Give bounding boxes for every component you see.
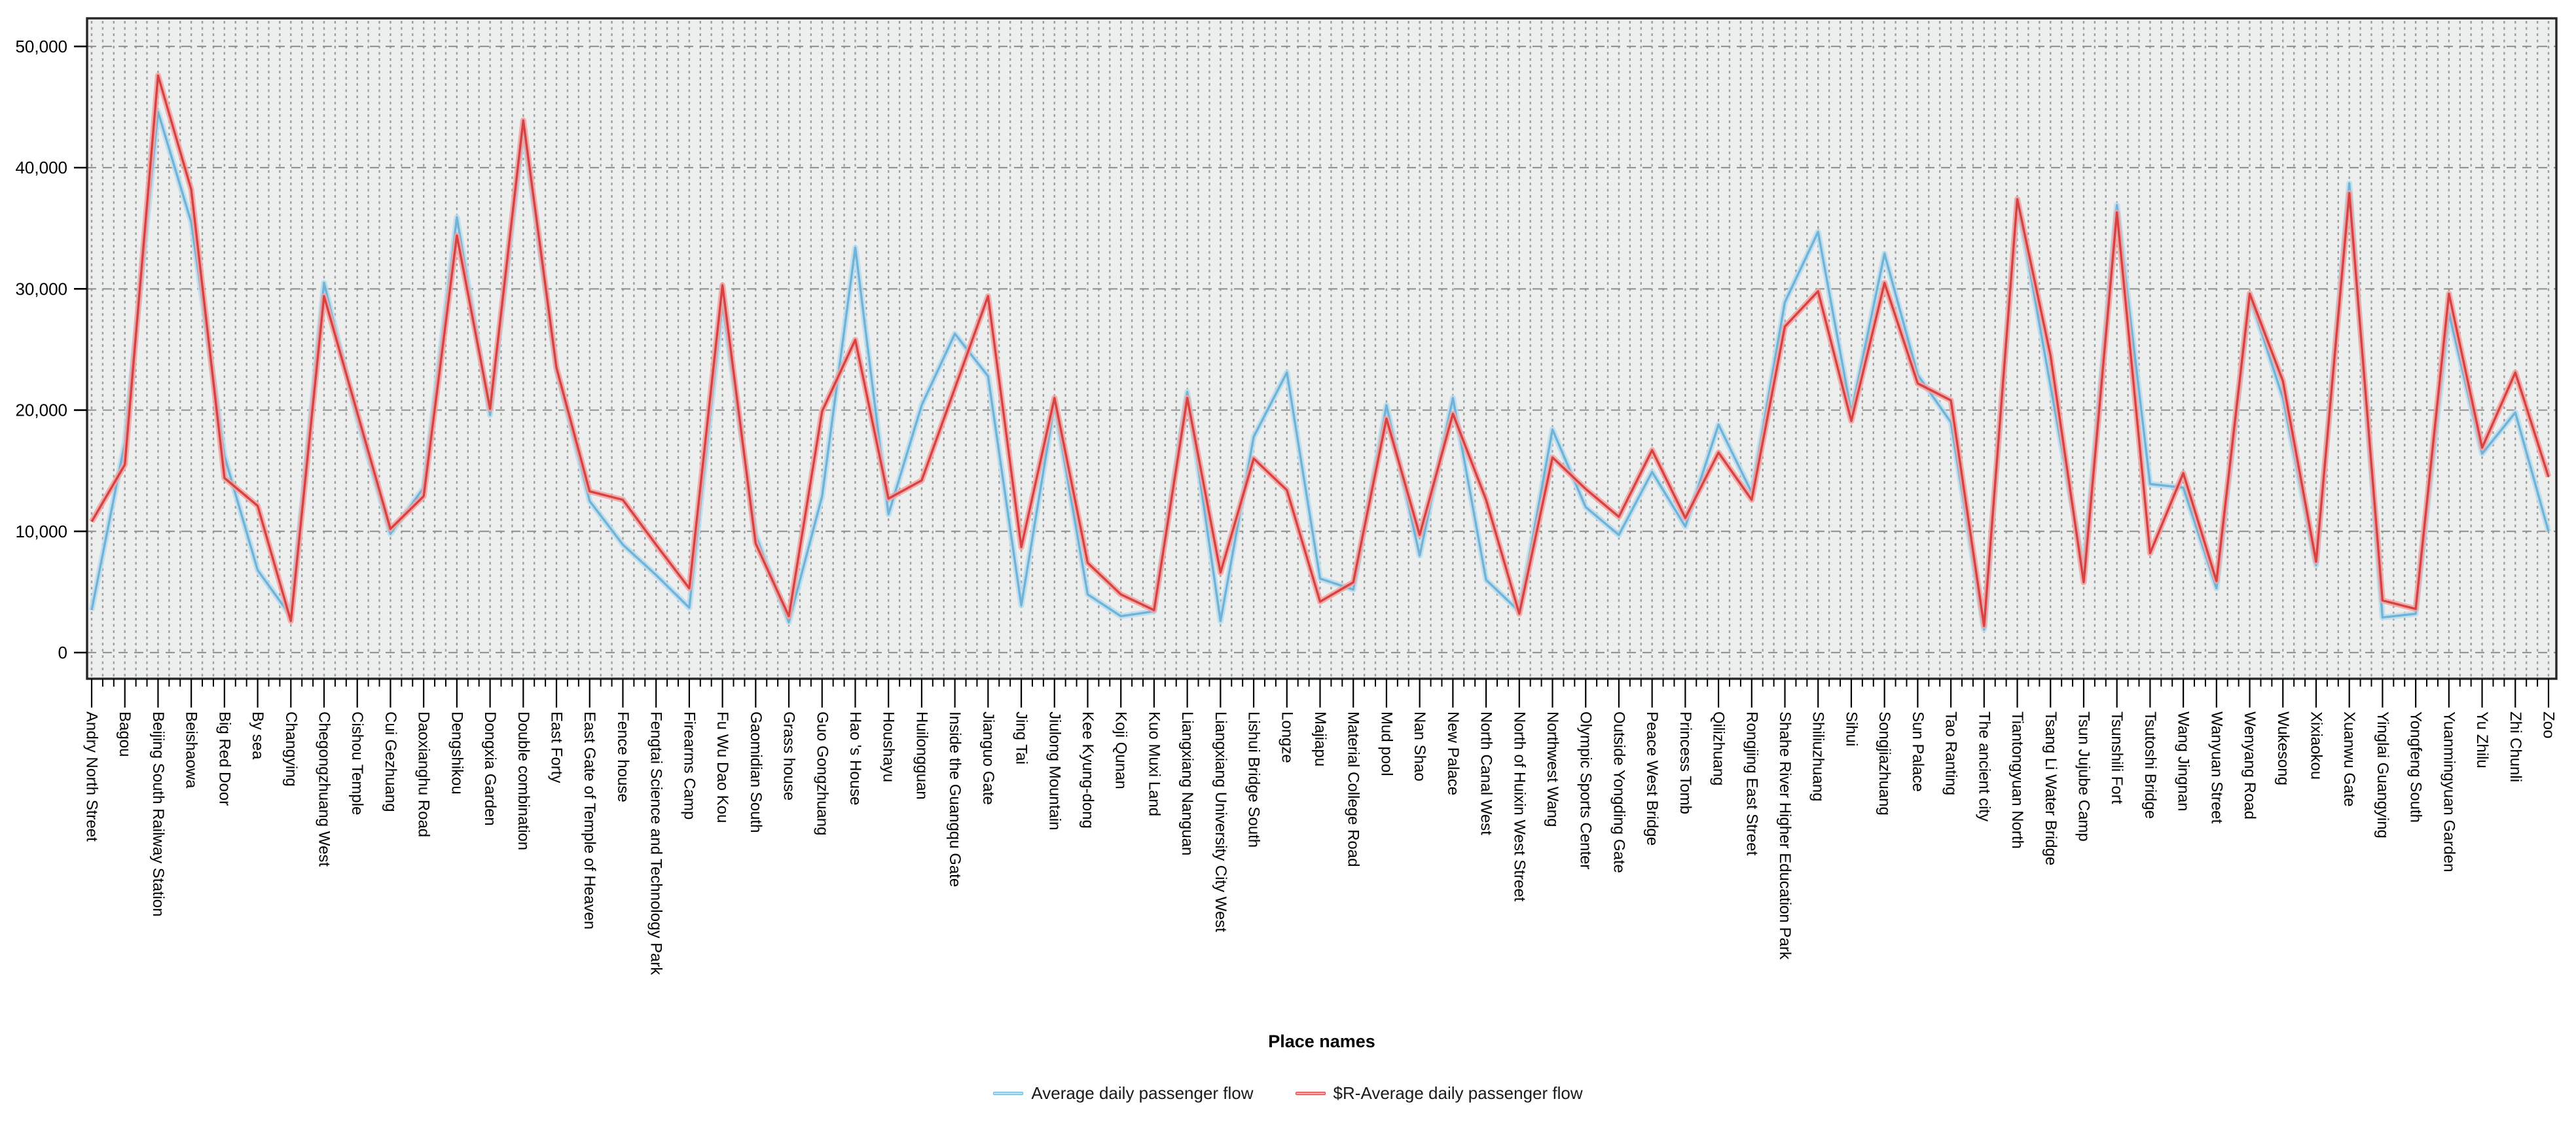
x-axis-label: Gaomidian South [747,711,765,833]
x-axis-label: Majiapu [1311,711,1329,766]
x-axis-label: Sun Palace [1909,711,1927,792]
x-axis-label: Yuanmingyuan Garden [2440,711,2458,872]
x-axis-label: Wenyang Road [2241,711,2259,819]
x-axis-label: Songjiazhuang [1876,711,1893,816]
legend-item-average-flow[interactable]: Average daily passenger flow [993,1083,1254,1104]
x-axis-label: Tsun Jujube Camp [2075,711,2092,842]
x-axis-label: Fengtai Science and Technology Park [647,711,665,975]
y-axis-tick-label: 10,000 [15,522,67,541]
x-axis-label: Longze [1278,711,1296,763]
x-axis-label: Beijing South Railway Station [149,711,167,917]
x-axis-label: Guo Gongzhuang [813,711,831,835]
x-axis-label: Jianguo Gate [979,711,997,805]
x-axis-title: Place names [1268,1032,1375,1051]
x-axis-label: Hao 's House [846,711,864,805]
y-axis-tick-label: 0 [58,643,67,662]
x-axis-label: North of Huixin West Street [1510,711,1528,902]
x-axis-label: Qilizhuang [1710,711,1728,785]
y-axis: 0 10,000 20,000 30,000 40,000 50,000 [15,37,87,662]
x-axis-label: Firearms Camp [680,711,698,819]
x-axis-label: Wang Jingnan [2175,711,2192,812]
x-axis-label: Dongxia Garden [481,711,499,826]
y-axis-tick-label: 30,000 [15,279,67,298]
x-axis-label: Jing Tai [1013,711,1030,764]
legend-swatch-red-line [1295,1092,1326,1095]
x-axis-label: Houshayu [880,711,898,782]
x-axis-label: Kee Kyung-dong [1079,711,1097,829]
x-axis-label: Beishaowa [183,711,200,789]
x-axis-label: Northwest Wang [1544,711,1561,827]
x-axis-label: Tao Ranting [1942,711,1960,795]
x-axis-label: Dengshikou [448,711,465,795]
x-axis-label: Fu Wu Dao Kou [714,711,731,823]
x-axis-label: East Gate of Temple of Heaven [581,711,598,929]
x-axis-label: East Forty [548,711,566,783]
x-axis-label: Zhi Chunli [2507,711,2524,782]
x-axis-label: Princess Tomb [1677,711,1694,814]
x-axis-label: Yongfeng South [2407,711,2425,823]
x-axis-label: Tsunshili Fort [2108,711,2126,804]
y-axis-tick-label: 40,000 [15,158,67,177]
x-axis-label: Yinglai Guangying [2374,711,2391,838]
x-axis-label: Shiliuzhuang [1809,711,1827,801]
x-axis-label: New Palace [1444,711,1462,795]
x-axis-label: Outside Yongding Gate [1610,711,1627,873]
x-axis-label: Shahe River Higher Education Park [1776,711,1794,960]
x-axis-label: Nan Shao [1411,711,1428,782]
x-axis-label: Olympic Sports Center [1577,711,1595,869]
series-line [90,74,2550,627]
legend-label-average-flow: Average daily passenger flow [1031,1083,1254,1103]
x-axis-label: Lishui Bridge South [1245,711,1263,848]
x-axis-label: Tsang Li Water Bridge [2042,711,2059,865]
x-axis-label: Zoo [2540,711,2558,738]
x-axis-label: Wukesong [2274,711,2292,785]
x-axis-label: Cishou Temple [348,711,366,815]
x-axis-label: Tiantongyuan North [2008,711,2026,849]
x-axis-label: Huilongguan [913,711,930,800]
series-r-average-daily-passenger-flow [89,72,2552,629]
legend: Average daily passenger flow $R-Average … [0,1083,2576,1104]
x-axis-label: Sihui [1842,711,1860,746]
x-axis-label: Bagou [116,711,134,757]
x-axis-label: Changying [282,711,300,787]
x-axis-label: Kuo Muxi Land [1145,711,1163,816]
x-axis-label: Yu Zhilu [2473,711,2491,768]
x-axis-label: Rongjing East Street [1743,711,1760,855]
x-axis-label: Xixiaokou [2307,711,2325,780]
x-axis-label: Daoxianghu Road [415,711,433,837]
x-axis-label: Double combination [515,711,532,850]
x-axis-label: Liangxiang University City West [1212,711,1229,932]
x-axis-label: Koji Qunan [1112,711,1130,789]
x-axis-label: The ancient city [1975,711,1993,821]
x-axis-label: By sea [249,711,266,760]
x-axis-label: Material College Road [1345,711,1362,867]
x-axis-label: Tsutoshi Bridge [2141,711,2159,819]
horizontal-gridlines [87,45,2556,654]
x-axis: Andry North Street Bagou Beijing South Rai… [83,679,2558,975]
x-axis-label: Jiulong Mountain [1045,711,1063,830]
x-axis-label: Wanyuan Street [2207,711,2225,824]
y-axis-tick-label: 20,000 [15,401,67,420]
x-axis-label: Liangxiang Nanguan [1178,711,1196,855]
plot-frame [86,17,2558,680]
legend-item-r-average-flow[interactable]: $R-Average daily passenger flow [1295,1083,1583,1104]
x-axis-label: Peace West Bridge [1643,711,1661,846]
legend-label-r-average-flow: $R-Average daily passenger flow [1333,1083,1583,1103]
legend-swatch-blue-line [993,1092,1024,1095]
x-axis-label: Grass house [780,711,798,800]
x-axis-label: Andry North Street [83,711,101,842]
x-axis-label: Mud pool [1377,711,1395,776]
x-axis-label: Fence house [614,711,632,802]
x-axis-label: Cui Gezhuang [382,711,399,812]
x-axis-label: North Canal West [1478,711,1495,835]
x-axis-label: Chegongzhuang West [316,711,333,867]
x-axis-label: Big Red Door [215,711,233,806]
x-axis-label: Xuanwu Gate [2340,711,2358,806]
y-axis-tick-label: 50,000 [15,37,67,56]
x-axis-label: Inside the Guangqu Gate [946,711,964,887]
